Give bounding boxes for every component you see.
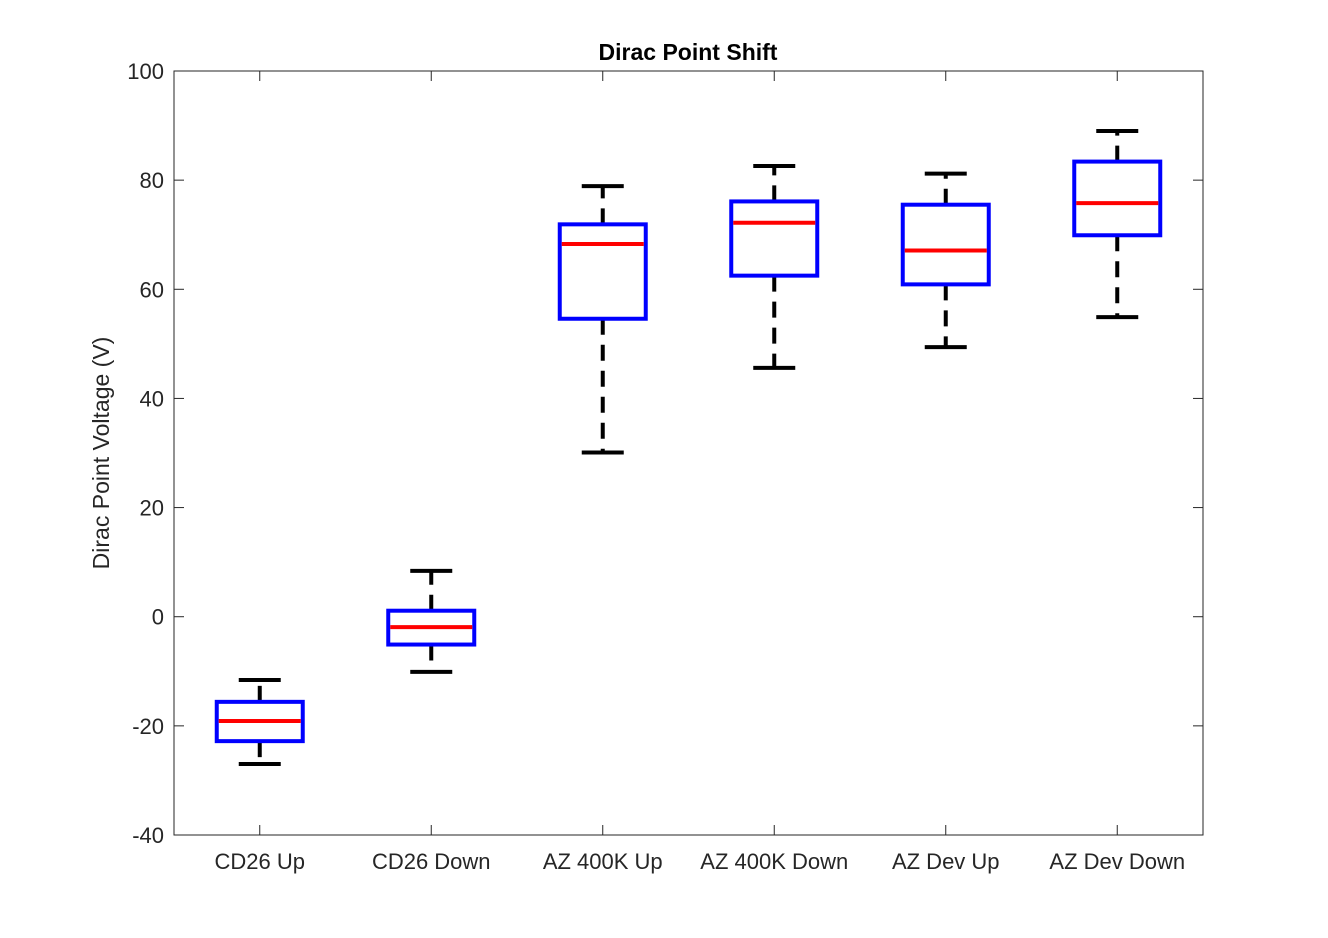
plot-area-frame <box>173 70 1204 836</box>
box-group <box>386 568 477 674</box>
y-tick-label: 0 <box>152 605 164 630</box>
box-group <box>729 163 820 370</box>
y-axis-label: Dirac Point Voltage (V) <box>88 337 114 570</box>
x-tick-label: AZ 400K Down <box>700 849 848 874</box>
x-tick-label: AZ Dev Down <box>1049 849 1185 874</box>
iqr-box <box>900 202 991 287</box>
y-tick-label: 100 <box>127 59 164 84</box>
y-tick-label: -20 <box>132 714 164 739</box>
box-group <box>900 171 991 350</box>
iqr-box <box>729 199 820 278</box>
box-group <box>214 678 305 767</box>
box-group <box>557 184 648 455</box>
y-tick-label: 60 <box>140 277 164 302</box>
x-tick-label: AZ Dev Up <box>892 849 1000 874</box>
y-tick-label: 80 <box>140 168 164 193</box>
x-tick-label: AZ 400K Up <box>543 849 663 874</box>
x-tick-label: CD26 Down <box>372 849 491 874</box>
box-group <box>1072 129 1163 320</box>
x-tick-label: CD26 Up <box>215 849 305 874</box>
iqr-box <box>557 222 648 321</box>
y-tick-label: 20 <box>140 496 164 521</box>
y-tick-label: 40 <box>140 386 164 411</box>
iqr-box <box>1072 159 1163 238</box>
chart-title: Dirac Point Shift <box>599 39 778 65</box>
y-axis-ticks: -40 -20 0 20 40 60 80 100 <box>127 59 1203 848</box>
y-tick-label: -40 <box>132 823 164 848</box>
x-axis-ticks: CD26 Up CD26 Down AZ 400K Up AZ 400K Down AZ… <box>215 71 1185 874</box>
box-series <box>214 129 1163 767</box>
